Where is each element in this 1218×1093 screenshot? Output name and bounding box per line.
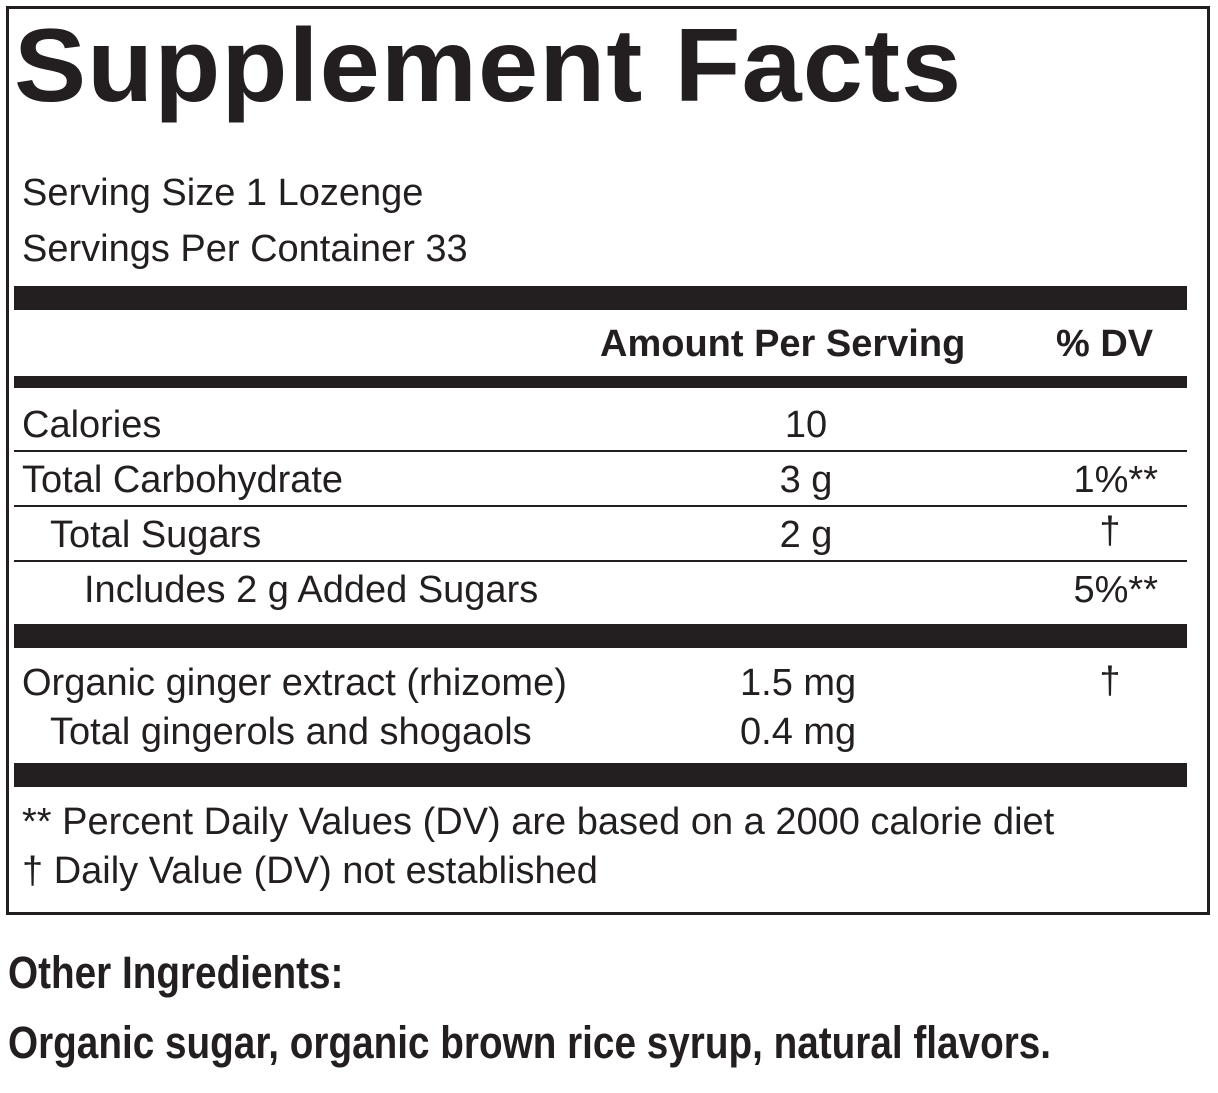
servings-per-container: Servings Per Container 33 <box>22 228 468 270</box>
thick-divider <box>14 763 1187 787</box>
row-amount-total-sugars: 2 g <box>779 514 833 556</box>
footnote-dv-basis: ** Percent Daily Values (DV) are based o… <box>22 801 1055 843</box>
row-dv-added-sugars: 5%** <box>1073 569 1159 611</box>
amount-per-serving-header: Amount Per Serving <box>600 323 966 365</box>
supplement-facts-panel <box>6 6 1210 915</box>
ingredient-amount-gingerols: 0.4 mg <box>740 711 857 753</box>
row-amount-calories: 10 <box>784 404 828 446</box>
other-ingredients-text: Organic sugar, organic brown rice syrup,… <box>8 1017 1052 1068</box>
row-name-total-carbohydrate: Total Carbohydrate <box>22 459 344 501</box>
ingredient-name-gingerols: Total gingerols and shogaols <box>50 711 532 753</box>
row-dv-total-carbohydrate: 1%** <box>1073 459 1159 501</box>
row-name-total-sugars: Total Sugars <box>50 514 262 556</box>
ingredient-amount-ginger-extract: 1.5 mg <box>740 662 857 704</box>
serving-size: Serving Size 1 Lozenge <box>22 172 424 214</box>
row-divider <box>14 450 1187 452</box>
panel-title: Supplement Facts <box>14 8 963 124</box>
other-ingredients-heading: Other Ingredients: <box>8 947 344 998</box>
thick-divider <box>14 624 1187 648</box>
ingredient-dv-ginger-extract: † <box>1099 660 1121 702</box>
row-dv-total-sugars: † <box>1099 510 1121 552</box>
row-name-calories: Calories <box>22 404 162 446</box>
thick-divider <box>14 286 1187 310</box>
footnote-dv-not-established: † Daily Value (DV) not established <box>22 850 598 892</box>
row-name-added-sugars: Includes 2 g Added Sugars <box>84 569 539 611</box>
row-divider <box>14 560 1187 562</box>
dv-header: % DV <box>1056 323 1154 365</box>
ingredient-name-ginger-extract: Organic ginger extract (rhizome) <box>22 662 567 704</box>
row-amount-total-carbohydrate: 3 g <box>779 459 833 501</box>
row-divider <box>14 505 1187 507</box>
medium-divider <box>14 376 1187 388</box>
